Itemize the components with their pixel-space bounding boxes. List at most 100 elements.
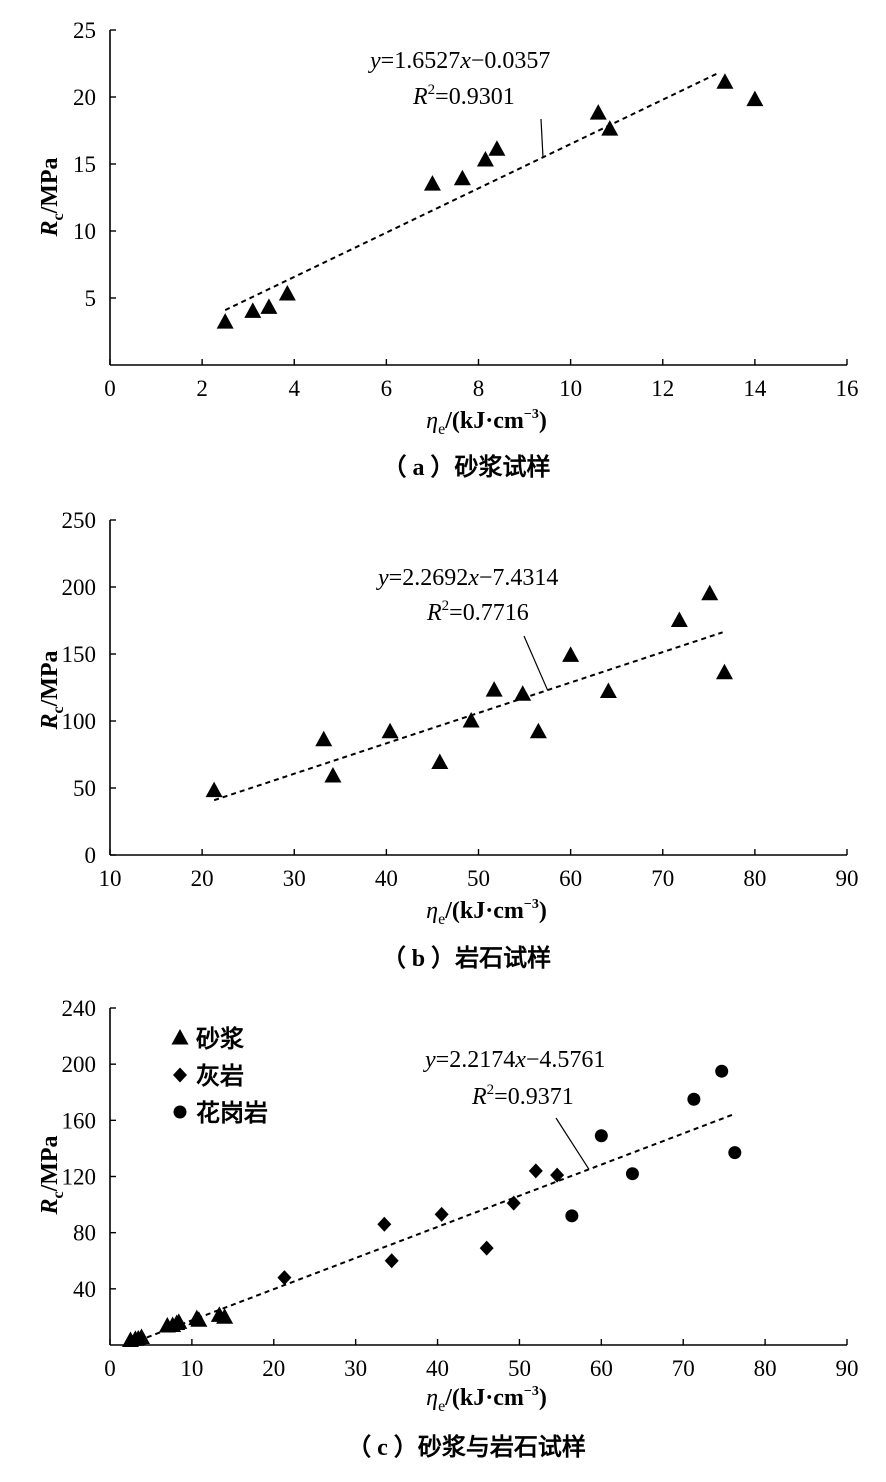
data-point [431, 753, 449, 770]
x-tick-label: 50 [467, 866, 490, 891]
legend-label: 花岗岩 [196, 1098, 268, 1127]
x-tick-label: 12 [651, 376, 674, 401]
data-point [190, 1311, 208, 1327]
x-tick-label: 90 [836, 1356, 859, 1381]
data-point [701, 584, 719, 601]
x-tick-label: 20 [191, 866, 214, 891]
data-point [476, 150, 494, 167]
y-tick-label: 150 [62, 642, 97, 667]
data-point [589, 104, 607, 120]
data-point [528, 1163, 543, 1179]
y-tick-label: 80 [73, 1221, 96, 1246]
x-axis-label: ηe/(kJ·cm−3) [426, 407, 547, 438]
data-point [550, 1167, 565, 1183]
panel-caption: （ c ）砂浆与岩石试样 [347, 1433, 586, 1461]
x-tick-label: 10 [180, 1356, 203, 1381]
x-tick-label: 70 [651, 866, 674, 891]
data-point [601, 120, 619, 136]
x-tick-label: 10 [99, 866, 122, 891]
x-tick-label: 70 [672, 1356, 695, 1381]
fit-line [224, 72, 719, 312]
y-axis-label: Rc/MPa [37, 650, 67, 730]
y-tick-label: 200 [62, 1052, 97, 1077]
y-tick-label: 50 [73, 776, 96, 801]
data-point [565, 1209, 579, 1223]
data-point [277, 1270, 292, 1286]
fit-equation: y=2.2692x−7.4314 [376, 565, 558, 591]
data-point [216, 313, 234, 329]
y-axis-label: Rc/MPa [37, 1135, 67, 1215]
panel-caption: （ a ）砂浆试样 [383, 453, 551, 481]
data-point [529, 722, 547, 739]
panel-caption: （ b ）岩石试样 [382, 944, 551, 972]
x-tick-label: 60 [590, 1356, 613, 1381]
data-point [625, 1167, 639, 1181]
legend-marker [173, 1105, 187, 1119]
data-point [244, 302, 262, 318]
x-tick-label: 16 [836, 376, 859, 401]
y-tick-label: 25 [73, 18, 96, 43]
x-tick-label: 30 [344, 1356, 367, 1381]
x-tick-label: 30 [283, 866, 306, 891]
x-tick-label: 40 [375, 866, 398, 891]
data-point [324, 766, 342, 783]
fit-equation: y=1.6527x−0.0357 [368, 48, 550, 74]
fit-r-squared: R2=0.7716 [426, 598, 529, 626]
data-point [216, 1308, 234, 1324]
x-tick-label: 14 [743, 376, 767, 401]
series-points [205, 584, 733, 798]
y-tick-label: 250 [62, 508, 97, 533]
series-砂浆 [121, 1306, 234, 1348]
data-point [205, 781, 223, 798]
x-tick-label: 80 [743, 866, 766, 891]
x-tick-label: 80 [754, 1356, 777, 1381]
data-point [594, 1129, 608, 1143]
data-point [514, 685, 532, 701]
x-tick-label: 50 [508, 1356, 531, 1381]
data-point [687, 1092, 701, 1106]
y-tick-label: 15 [73, 152, 96, 177]
y-axis-label: Rc/MPa [37, 157, 67, 237]
data-point [746, 90, 764, 107]
y-tick-label: 100 [62, 709, 97, 734]
data-point [715, 663, 733, 680]
equation-pointer [540, 118, 544, 158]
data-point [485, 681, 503, 697]
data-point [715, 1064, 729, 1078]
data-point [670, 611, 688, 627]
x-tick-label: 40 [426, 1356, 449, 1381]
data-point [462, 712, 480, 728]
y-tick-label: 40 [73, 1277, 96, 1302]
series-花岗岩 [565, 1064, 742, 1223]
fit-equation: y=2.2174x−4.5761 [423, 1047, 605, 1073]
equation-pointer [523, 635, 549, 691]
data-point [423, 175, 441, 191]
y-tick-label: 200 [62, 575, 97, 600]
data-point [278, 284, 296, 301]
data-point [479, 1240, 494, 1256]
series-灰岩 [277, 1163, 565, 1286]
x-axis-label: ηe/(kJ·cm−3) [426, 897, 547, 928]
y-tick-label: 120 [62, 1165, 97, 1190]
x-tick-label: 4 [289, 376, 301, 401]
x-tick-label: 0 [104, 1356, 116, 1381]
data-point [377, 1216, 392, 1232]
y-tick-label: 160 [62, 1108, 97, 1133]
legend-label: 砂浆 [196, 1024, 245, 1053]
fit-r-squared: R2=0.9371 [471, 1082, 574, 1110]
data-point [170, 1313, 188, 1329]
x-tick-label: 0 [104, 376, 116, 401]
data-point [384, 1253, 399, 1269]
data-point [133, 1328, 151, 1345]
x-tick-label: 90 [836, 866, 859, 891]
y-tick-label: 20 [73, 85, 96, 110]
data-point [562, 646, 580, 662]
data-point [453, 169, 471, 186]
data-point [488, 140, 506, 156]
fit-r-squared: R2=0.9301 [412, 82, 515, 110]
equation-pointer [555, 1117, 590, 1170]
x-tick-label: 10 [559, 376, 582, 401]
y-tick-label: 0 [85, 843, 97, 868]
y-tick-label: 10 [73, 219, 96, 244]
